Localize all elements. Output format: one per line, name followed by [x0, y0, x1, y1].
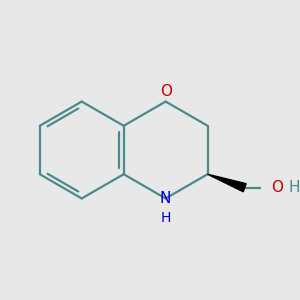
- Text: O: O: [160, 84, 172, 99]
- Polygon shape: [208, 174, 246, 192]
- Text: H: H: [289, 180, 300, 195]
- Text: N: N: [160, 191, 171, 206]
- Text: O: O: [272, 180, 284, 195]
- Text: H: H: [160, 211, 171, 225]
